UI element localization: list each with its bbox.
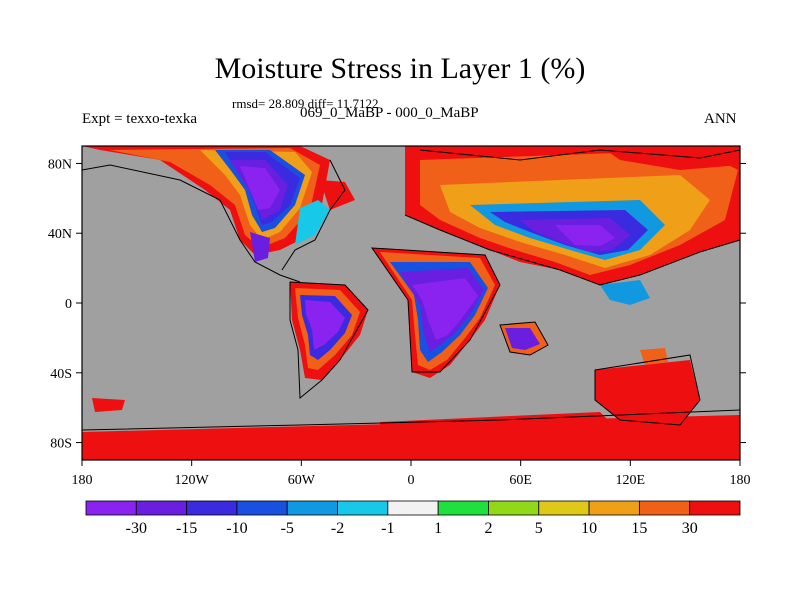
period-label: 069_0_MaBP - 000_0_MaBP: [300, 105, 479, 121]
y-tick-label: 40S: [50, 367, 72, 382]
coast-north-america: [81, 164, 301, 283]
x-tick-label: 180: [730, 473, 751, 488]
y-tick-label: 80N: [48, 157, 72, 172]
x-tick-label: 120W: [175, 473, 210, 488]
colorbar-swatch: [488, 500, 540, 516]
north-america-field: [82, 146, 355, 262]
y-tick-label: 80S: [50, 437, 72, 452]
colorbar-swatch: [538, 500, 590, 516]
colorbar-swatch: [236, 500, 288, 516]
africa-field: [372, 248, 548, 378]
colorbar-swatch: [689, 500, 741, 516]
stats-label: rmsd= 28.809 diff= 11.7122: [232, 96, 379, 111]
coast-africa: [371, 247, 501, 373]
colorbar-swatch: [638, 500, 691, 516]
colorbar-swatch: [437, 500, 489, 516]
coast-south-america: [289, 281, 369, 400]
coastlines: [81, 149, 741, 431]
colorbar-swatch: [286, 500, 338, 516]
colorbar-label: -1: [381, 520, 394, 537]
y-axis: 80N 40N 0 40S 80S: [48, 157, 746, 452]
x-tick-label: 60W: [288, 473, 316, 488]
colorbar-swatch: [387, 500, 439, 516]
colorbar-label: 15: [631, 520, 647, 537]
colorbar-label: -2: [331, 520, 344, 537]
x-axis: 180 120W 60W 0 60E 120E 180: [72, 460, 751, 488]
coast-eurasia: [404, 214, 741, 286]
colorbar-swatch: [337, 500, 389, 516]
experiment-label: Expt = texxo-texka: [82, 111, 198, 127]
coast-antarctica: [81, 409, 741, 431]
plot-title: Moisture Stress in Layer 1 (%): [214, 52, 586, 85]
eurasia-field: [405, 146, 740, 305]
coast-australia: [594, 354, 701, 426]
x-tick-label: 60E: [509, 473, 532, 488]
season-label: ANN: [704, 111, 737, 127]
colorbar: -30 -15 -10 -5 -2 -1 1 2 5 10 15 30: [85, 500, 741, 537]
colorbar-label: -30: [126, 520, 147, 537]
colorbar-label: 2: [484, 520, 492, 537]
y-tick-label: 0: [65, 297, 72, 312]
colorbar-label: 5: [535, 520, 543, 537]
colorbar-label: -10: [226, 520, 247, 537]
colorbar-swatch: [135, 500, 188, 516]
colorbar-label: 10: [581, 520, 597, 537]
y-tick-label: 40N: [48, 227, 72, 242]
colorbar-swatch: [85, 500, 137, 516]
south-america-field: [290, 282, 368, 380]
colorbar-swatch: [186, 500, 238, 516]
colorbar-label: 30: [682, 520, 698, 537]
x-tick-label: 180: [72, 473, 93, 488]
colorbar-label: -5: [281, 520, 294, 537]
x-tick-label: 0: [408, 473, 415, 488]
colorbar-label: 1: [434, 520, 442, 537]
colorbar-swatch: [588, 500, 640, 516]
x-tick-label: 120E: [616, 473, 646, 488]
colorbar-label: -15: [176, 520, 197, 537]
southern-fields: [82, 348, 740, 460]
